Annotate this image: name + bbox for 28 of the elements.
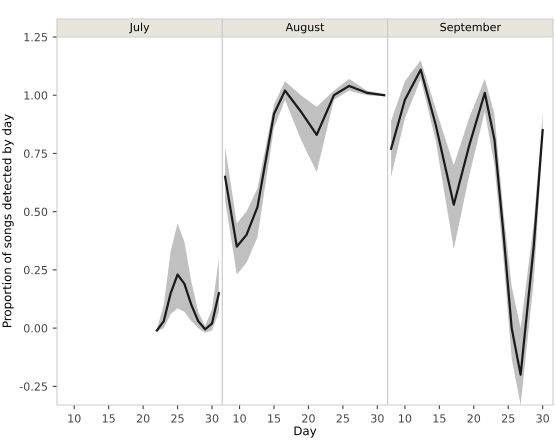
x-tick-label: 25	[171, 414, 184, 423]
line-series	[156, 273, 220, 332]
x-tick-label: 30	[536, 414, 549, 423]
x-tick-label: 25	[502, 414, 514, 423]
x-tick-label: 15	[102, 414, 115, 423]
chart-title: August	[286, 22, 324, 34]
y-tick-label: 0.00	[24, 324, 48, 333]
y-tick-label: 0.75	[24, 149, 47, 158]
chart-title: September	[440, 22, 502, 34]
x-tick-label: 15	[433, 414, 446, 423]
x-tick-label: 10	[399, 414, 412, 423]
x-tick-label: 10	[234, 414, 246, 423]
y-tick-label: 0.25	[24, 266, 47, 274]
y-tick-label: 1.00	[24, 91, 48, 100]
x-axis-title: Day	[294, 426, 316, 438]
x-tick-label: 20	[136, 414, 150, 423]
y-tick-label: -0.25	[20, 382, 48, 391]
x-tick-label: 30	[206, 414, 218, 423]
y-tick-label: 0.50	[24, 208, 48, 216]
x-tick-label: 25	[336, 414, 349, 423]
x-tick-label: 20	[468, 414, 480, 423]
x-tick-label: 20	[302, 414, 315, 423]
x-tick-label: 30	[371, 414, 384, 423]
x-tick-label: 10	[68, 414, 81, 423]
chart-title: July	[129, 22, 150, 34]
y-axis-title: Proportion of songs detected by day	[2, 114, 14, 327]
y-tick-label: 1.25	[24, 32, 47, 42]
x-tick-label: 15	[268, 414, 280, 423]
